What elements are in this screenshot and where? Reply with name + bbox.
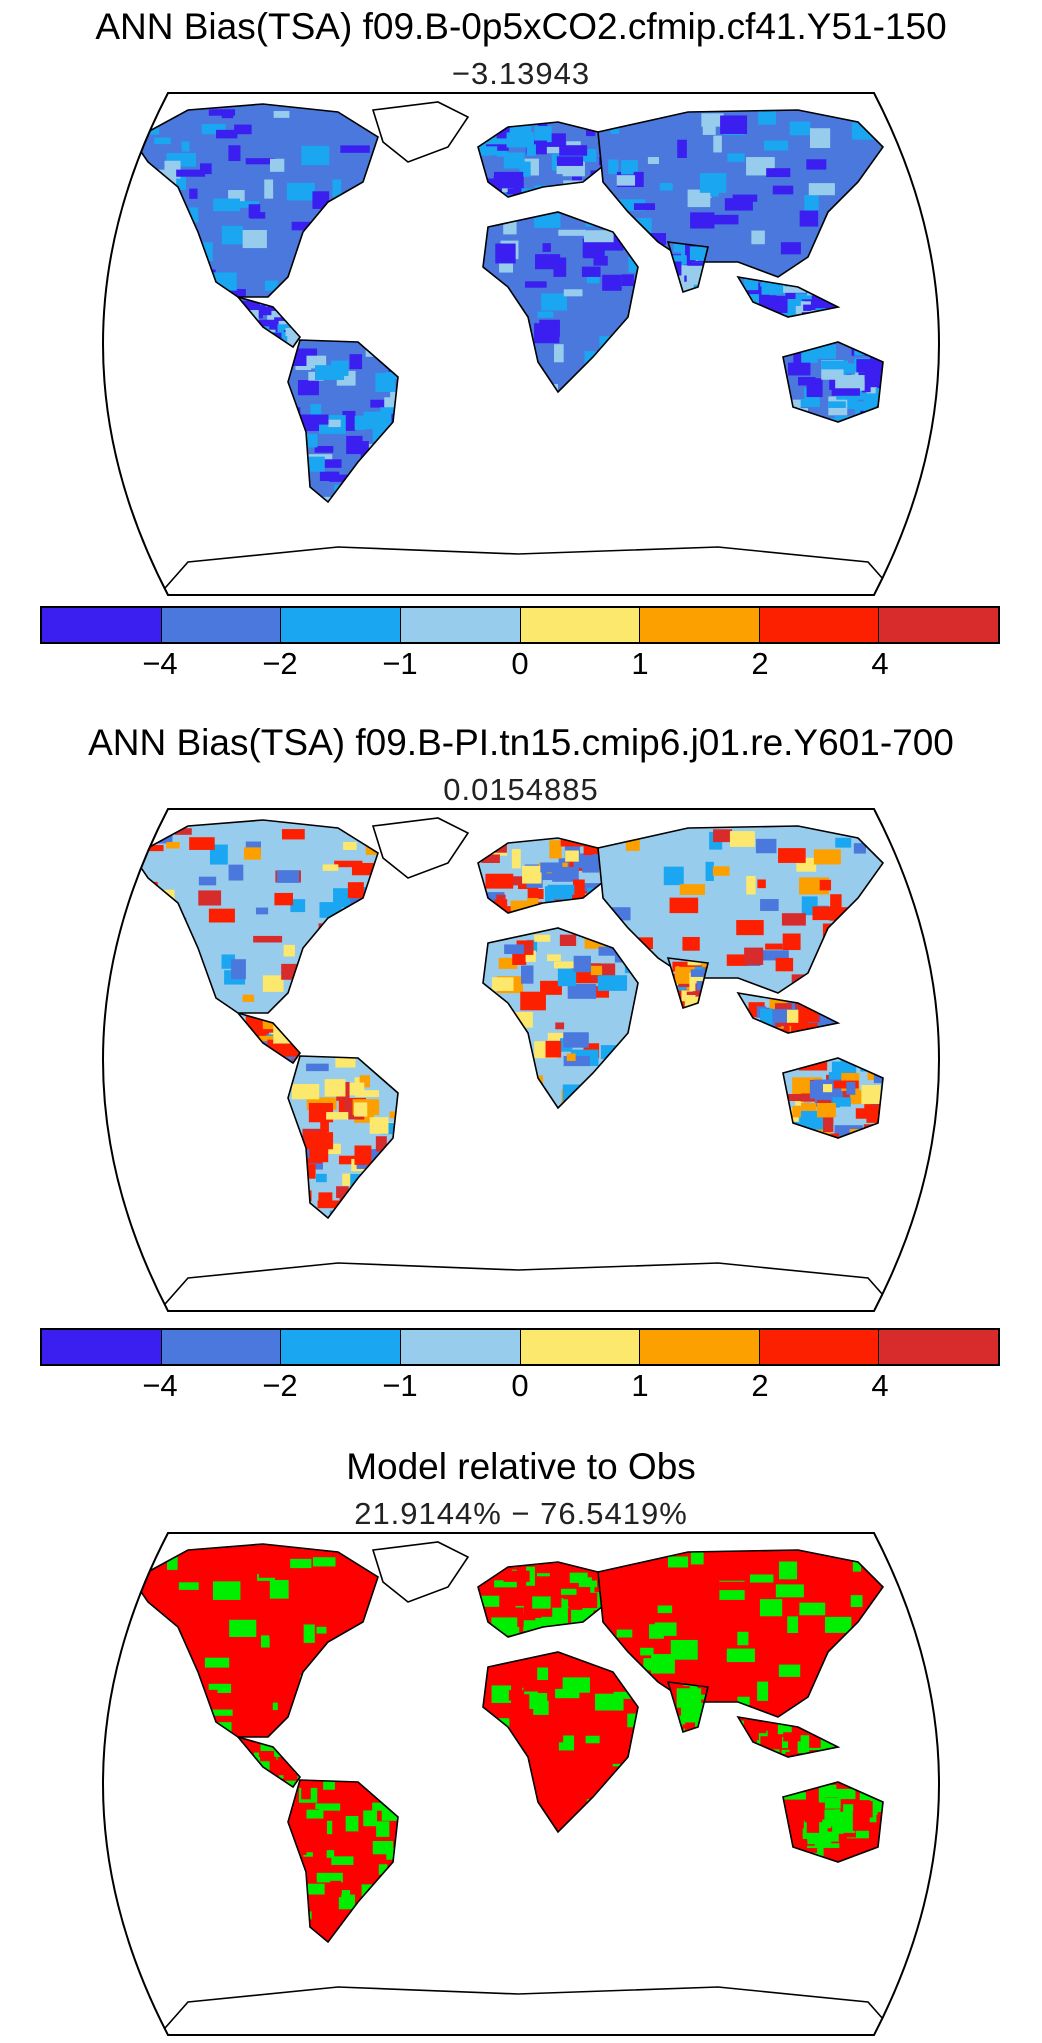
coastline-india: [666, 241, 709, 294]
panel2-map: [102, 808, 940, 1312]
coastline-north-america: [131, 103, 379, 298]
coastline-greenland: [371, 101, 470, 163]
panel3-land: [131, 1541, 900, 2035]
panel3-subtitle: 21.9144% − 76.5419%: [354, 1496, 688, 1531]
panel2-title: ANN Bias(TSA) f09.B-PI.tn15.cmip6.j01.re…: [88, 722, 954, 763]
coastline-africa: [482, 211, 639, 394]
panel3-title: Model relative to Obs: [346, 1446, 696, 1487]
panel2-subtitle: 0.0154885: [443, 772, 599, 807]
colorbar-tick-label: −1: [382, 646, 418, 681]
coastline-europe: [477, 837, 609, 914]
land-greenland: [373, 102, 468, 162]
colorbar-swatch: [42, 608, 162, 642]
colorbar-tick-label: 4: [871, 646, 889, 681]
coastline-greenland: [371, 817, 470, 879]
coastline-africa: [482, 1651, 639, 1834]
panel2-land-shapes: [131, 817, 900, 1311]
coastline-central-america: [235, 295, 302, 349]
land-north-america: [133, 820, 378, 1013]
panel1-subtitle: −3.13943: [451, 56, 591, 91]
land-antarctica: [158, 547, 898, 595]
coastline-antarctica: [156, 1262, 900, 1311]
colorbar-swatch: [281, 1330, 401, 1364]
colorbar-tick-label: −4: [142, 646, 178, 681]
colorbar-tick-label: −1: [382, 1368, 418, 1403]
colorbar-swatch: [640, 608, 760, 642]
colorbar-tick-label: 0: [511, 1368, 529, 1403]
colorbar-tick-label: −4: [142, 1368, 178, 1403]
coastline-australia: [782, 1781, 884, 1863]
colorbar-tick-label: 2: [751, 646, 769, 681]
colorbar-swatch: [281, 608, 401, 642]
land-greenland: [373, 818, 468, 878]
colorbar-swatch: [759, 1330, 880, 1364]
coastline-india: [666, 1681, 709, 1734]
panel1-title: ANN Bias(TSA) f09.B-0p5xCO2.cfmip.cf41.Y…: [95, 6, 947, 47]
colorbar-tick-label: 1: [631, 1368, 649, 1403]
coastline-south-america: [287, 1779, 399, 1944]
land-north-america: [133, 1544, 378, 1737]
panel1-map: [102, 92, 940, 596]
land-asia: [598, 110, 883, 277]
colorbar-swatch: [640, 1330, 760, 1364]
colorbar-tick-label: −2: [262, 646, 298, 681]
colorbar-tick-label: 0: [511, 646, 529, 681]
coastline-southeast-asia: [736, 1715, 841, 1758]
coastline-southeast-asia: [736, 275, 841, 318]
panel2-colorbar: [40, 1328, 1000, 1366]
colorbar-swatch: [520, 1330, 641, 1364]
land-north-america: [133, 104, 378, 297]
coastline-asia: [597, 1549, 885, 1718]
panel3-map-border: [102, 1532, 940, 2036]
coastline-asia: [597, 109, 885, 278]
colorbar-swatch: [879, 1330, 998, 1364]
colorbar-swatch: [759, 608, 880, 642]
colorbar-swatch: [400, 1330, 521, 1364]
panel3-map: [102, 1532, 940, 2036]
coastline-australia: [782, 341, 884, 423]
colorbar-swatch: [879, 608, 998, 642]
panel1-land: [131, 101, 900, 595]
land-antarctica: [158, 1263, 898, 1311]
land-greenland: [373, 1542, 468, 1602]
panel1-colorbar: [40, 606, 1000, 644]
coastline-asia: [597, 825, 885, 994]
coastline-europe: [477, 1561, 609, 1638]
colorbar-swatch: [42, 1330, 162, 1364]
panel3-land-shapes: [131, 1541, 900, 2035]
coastline-antarctica: [156, 546, 900, 595]
coastline-central-america: [235, 1011, 302, 1065]
coastline-india: [666, 957, 709, 1010]
coastline-greenland: [371, 1541, 470, 1603]
panel2-colorbar-ticks: −4 −2 −1 0 1 2 4: [40, 1368, 1000, 1408]
land-antarctica: [158, 1987, 898, 2035]
colorbar-tick-label: 4: [871, 1368, 889, 1403]
coastline-north-america: [131, 1543, 379, 1738]
panel2-map-border: [102, 808, 940, 1312]
colorbar-swatch: [520, 608, 641, 642]
panel1-colorbar-ticks: −4 −2 −1 0 1 2 4: [40, 646, 1000, 686]
colorbar-tick-label: 2: [751, 1368, 769, 1403]
colorbar-tick-label: −2: [262, 1368, 298, 1403]
panel2-land: [131, 817, 900, 1311]
colorbar-swatch: [161, 1330, 282, 1364]
coastline-central-america: [235, 1735, 302, 1789]
colorbar-tick-label: 1: [631, 646, 649, 681]
coastline-south-america: [287, 1055, 399, 1220]
colorbar-swatch: [400, 608, 521, 642]
coastline-antarctica: [156, 1986, 900, 2035]
coastline-southeast-asia: [736, 991, 841, 1034]
coastline-north-america: [131, 819, 379, 1014]
panel1-map-border: [102, 92, 940, 596]
coastline-australia: [782, 1057, 884, 1139]
coastline-europe: [477, 121, 609, 198]
land-australia-patches: [783, 1784, 883, 1862]
colorbar-swatch: [161, 608, 282, 642]
coastline-south-america: [287, 339, 399, 504]
panel1-land-shapes: [131, 101, 900, 595]
coastline-africa: [482, 927, 639, 1110]
